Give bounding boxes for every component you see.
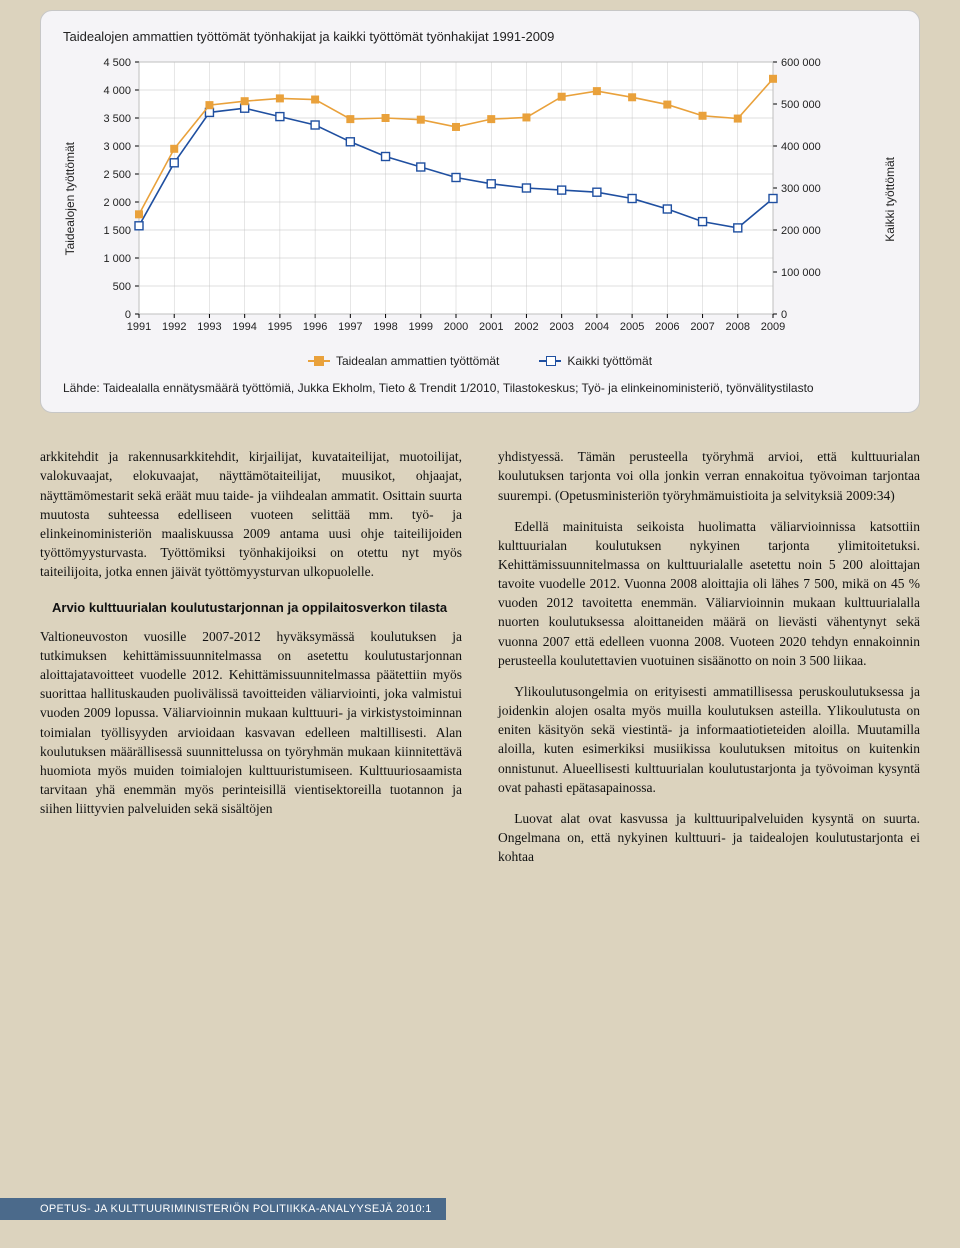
plot-area: 0 500 1 000 1 500 2 000 2 500 3 000 3 500 4 000 4…	[81, 54, 879, 344]
svg-text:1991: 1991	[127, 321, 151, 333]
svg-text:1993: 1993	[197, 321, 221, 333]
page: Taidealojen ammattien työttömät työnhaki…	[0, 0, 960, 1248]
paragraph: Edellä mainituista seikoista huolimatta …	[498, 517, 920, 670]
svg-text:1 500: 1 500	[103, 225, 131, 237]
svg-text:500 000: 500 000	[781, 99, 821, 111]
svg-text:3 500: 3 500	[103, 113, 131, 125]
legend-item-taide: Taidealan ammattien työttömät	[308, 354, 499, 368]
svg-text:2005: 2005	[620, 321, 644, 333]
paragraph: Valtioneuvoston vuosille 2007-2012 hyväk…	[40, 627, 462, 819]
svg-text:100 000: 100 000	[781, 267, 821, 279]
svg-text:2002: 2002	[514, 321, 538, 333]
svg-text:2009: 2009	[761, 321, 785, 333]
left-column: arkkitehdit ja rakennusarkkitehdit, kirj…	[40, 447, 462, 878]
legend-marker-kaikki	[539, 360, 561, 362]
section-subheading: Arvio kulttuurialan koulutustarjonnan ja…	[52, 599, 462, 617]
chart-source: Lähde: Taidealalla ennätysmäärä työttömi…	[63, 380, 897, 396]
chart-legend: Taidealan ammattien työttömät Kaikki työ…	[63, 354, 897, 368]
svg-text:2 500: 2 500	[103, 169, 131, 181]
svg-text:1992: 1992	[162, 321, 186, 333]
right-column: yhdistyessä. Tämän perusteella työryhmä …	[498, 447, 920, 878]
text-columns: arkkitehdit ja rakennusarkkitehdit, kirj…	[40, 447, 920, 878]
svg-text:2003: 2003	[549, 321, 573, 333]
svg-text:2001: 2001	[479, 321, 503, 333]
svg-text:600 000: 600 000	[781, 57, 821, 69]
chart-panel: Taidealojen ammattien työttömät työnhaki…	[40, 10, 920, 413]
svg-text:4 000: 4 000	[103, 85, 131, 97]
svg-text:2004: 2004	[585, 321, 609, 333]
svg-text:200 000: 200 000	[781, 225, 821, 237]
line-chart: 0 500 1 000 1 500 2 000 2 500 3 000 3 500 4 000 4…	[81, 54, 841, 344]
footer-bar: OPETUS- JA KULTTUURIMINISTERIÖN POLITIIK…	[0, 1198, 446, 1220]
chart-title: Taidealojen ammattien työttömät työnhaki…	[63, 29, 897, 44]
paragraph: Luovat alat ovat kasvussa ja kulttuuripa…	[498, 809, 920, 866]
svg-text:1996: 1996	[303, 321, 327, 333]
legend-label-kaikki: Kaikki työttömät	[567, 354, 652, 368]
svg-text:0: 0	[781, 309, 787, 321]
legend-marker-taide	[308, 360, 330, 362]
paragraph: Ylikoulutusongelmia on erityisesti ammat…	[498, 682, 920, 797]
svg-text:2 000: 2 000	[103, 197, 131, 209]
svg-text:2008: 2008	[726, 321, 750, 333]
paragraph: arkkitehdit ja rakennusarkkitehdit, kirj…	[40, 447, 462, 581]
chart-body: Taidealojen työttömät 0 500 1 000 1 500 2 00…	[63, 54, 897, 344]
legend-item-kaikki: Kaikki työttömät	[539, 354, 652, 368]
svg-text:1999: 1999	[409, 321, 433, 333]
svg-text:0: 0	[125, 309, 131, 321]
svg-text:1998: 1998	[373, 321, 397, 333]
svg-text:300 000: 300 000	[781, 183, 821, 195]
svg-text:1997: 1997	[338, 321, 362, 333]
svg-text:1994: 1994	[232, 321, 256, 333]
paragraph: yhdistyessä. Tämän perusteella työryhmä …	[498, 447, 920, 504]
svg-text:3 000: 3 000	[103, 141, 131, 153]
svg-text:2006: 2006	[655, 321, 679, 333]
y-axis-right-label: Kaikki työttömät	[883, 157, 897, 242]
svg-text:400 000: 400 000	[781, 141, 821, 153]
svg-text:1 000: 1 000	[103, 253, 131, 265]
svg-text:2007: 2007	[690, 321, 714, 333]
svg-text:1995: 1995	[268, 321, 292, 333]
svg-text:500: 500	[113, 281, 131, 293]
y-axis-left-label: Taidealojen työttömät	[63, 142, 77, 255]
legend-label-taide: Taidealan ammattien työttömät	[336, 354, 499, 368]
svg-text:2000: 2000	[444, 321, 468, 333]
svg-text:4 500: 4 500	[103, 57, 131, 69]
